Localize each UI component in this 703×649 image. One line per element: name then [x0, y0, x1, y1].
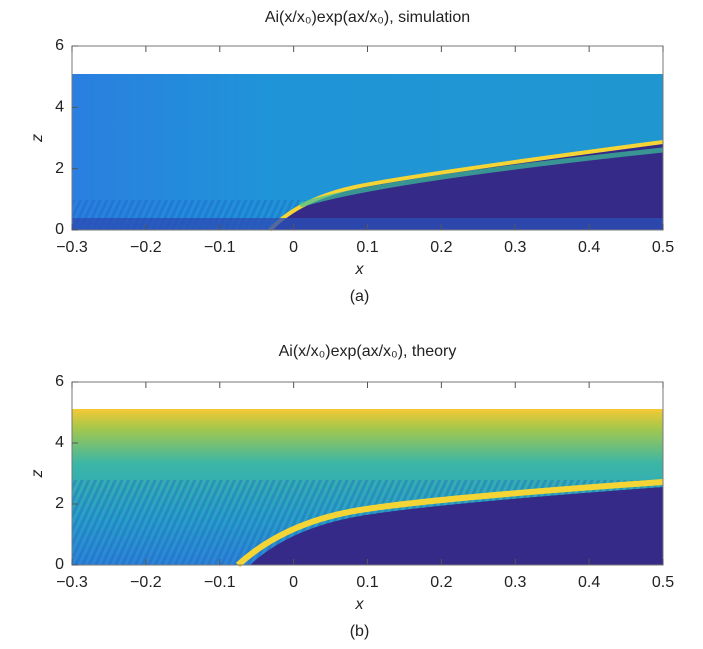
x-tick-label: 0.2: [430, 239, 452, 256]
x-tick-label: 0.5: [652, 239, 674, 256]
x-tick-label: 0.3: [504, 574, 526, 591]
x-tick-label: 0.1: [356, 239, 378, 256]
x-tick-label: 0.4: [578, 574, 600, 591]
panel-caption: (a): [350, 288, 370, 305]
x-tick-label: 0: [289, 574, 298, 591]
x-tick-label: −0.3: [56, 574, 88, 591]
x-tick-label: 0.2: [430, 574, 452, 591]
y-tick-label: 2: [55, 495, 64, 512]
y-tick-label: 0: [55, 221, 64, 238]
x-tick-label: 0.4: [578, 239, 600, 256]
y-axis-label: z: [29, 134, 46, 143]
y-tick-label: 6: [55, 37, 64, 54]
x-tick-label: 0: [289, 239, 298, 256]
heatmap-a: [72, 74, 664, 232]
x-tick-label: −0.2: [130, 239, 162, 256]
panel-caption: (b): [350, 623, 370, 640]
x-tick-label: −0.3: [56, 239, 88, 256]
heatmap-b: [72, 409, 664, 568]
x-axis-label: x: [355, 261, 365, 278]
chart-title: Ai(x/x₀)exp(ax/x₀), theory: [279, 343, 457, 360]
y-axis-label: z: [29, 470, 46, 479]
y-tick-label: 2: [55, 160, 64, 177]
y-tick-label: 4: [55, 434, 64, 451]
y-tick-label: 6: [55, 373, 64, 390]
x-tick-label: 0.5: [652, 574, 674, 591]
y-tick-label: 0: [55, 556, 64, 573]
chart-title: Ai(x/x₀)exp(ax/x₀), simulation: [265, 9, 470, 26]
y-tick-label: 4: [55, 99, 64, 116]
x-tick-label: 0.3: [504, 239, 526, 256]
x-tick-label: −0.2: [130, 574, 162, 591]
x-tick-label: −0.1: [204, 239, 236, 256]
x-tick-label: 0.1: [356, 574, 378, 591]
x-tick-label: −0.1: [204, 574, 236, 591]
x-axis-label: x: [355, 596, 365, 613]
